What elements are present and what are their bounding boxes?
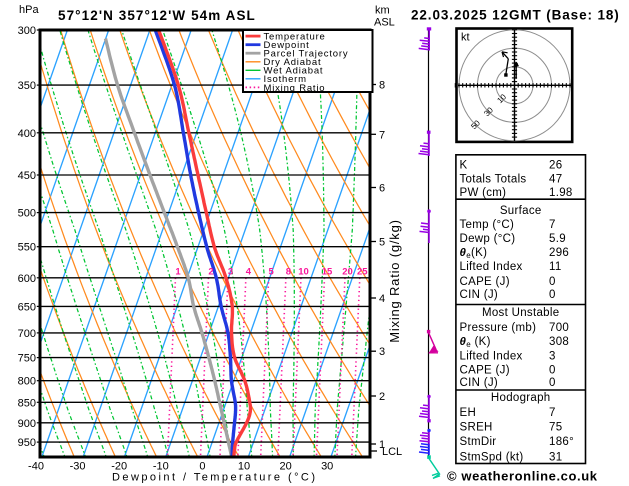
svg-text:Temp (°C): Temp (°C) [460, 219, 515, 231]
svg-text:3: 3 [379, 346, 385, 358]
svg-text:700: 700 [549, 322, 569, 334]
svg-text:0: 0 [549, 289, 556, 301]
svg-text:850: 850 [18, 397, 36, 409]
svg-text:300: 300 [18, 25, 36, 37]
svg-text:Dewp (°C): Dewp (°C) [460, 233, 516, 245]
svg-text:15: 15 [322, 267, 333, 278]
svg-text:5: 5 [379, 237, 385, 249]
svg-text:8: 8 [379, 80, 385, 92]
svg-text:400: 400 [18, 128, 36, 140]
svg-text:Mixing Ratio: Mixing Ratio [264, 83, 326, 94]
svg-text:Dry Adiabat: Dry Adiabat [264, 57, 322, 68]
svg-text:11: 11 [549, 261, 562, 273]
svg-text:1: 1 [175, 267, 181, 278]
svg-text:7: 7 [549, 219, 556, 231]
svg-text:-30: -30 [70, 461, 86, 473]
svg-text:7: 7 [549, 407, 556, 419]
svg-text:2: 2 [379, 391, 385, 403]
svg-text:0: 0 [549, 377, 556, 389]
svg-text:3: 3 [228, 267, 233, 278]
svg-text:0: 0 [199, 461, 205, 473]
svg-text:8: 8 [286, 267, 291, 278]
svg-text:K: K [460, 160, 468, 172]
svg-text:CIN (J): CIN (J) [460, 377, 499, 389]
svg-text:Totals Totals: Totals Totals [460, 174, 527, 186]
svg-text:5: 5 [269, 267, 275, 278]
svg-text:km: km [375, 5, 390, 17]
svg-text:600: 600 [18, 273, 36, 285]
svg-text:0: 0 [549, 276, 556, 288]
svg-text:CIN (J): CIN (J) [460, 289, 499, 301]
svg-text:CAPE (J): CAPE (J) [460, 276, 510, 288]
svg-text:PW (cm): PW (cm) [460, 187, 507, 199]
svg-text:1: 1 [379, 439, 385, 451]
svg-text:Pressure (mb): Pressure (mb) [460, 322, 537, 334]
svg-text:3: 3 [549, 351, 556, 363]
svg-text:26: 26 [549, 160, 562, 172]
svg-text:Surface: Surface [500, 205, 542, 217]
svg-text:Temperature: Temperature [264, 32, 326, 43]
svg-text:-40: -40 [28, 461, 44, 473]
svg-text:450: 450 [18, 170, 36, 182]
svg-text:47: 47 [549, 174, 562, 186]
svg-text:31: 31 [549, 451, 562, 463]
svg-text:EH: EH [460, 407, 477, 419]
svg-text:LCL: LCL [382, 446, 402, 458]
svg-text:Mixing Ratio (g/kg): Mixing Ratio (g/kg) [387, 219, 402, 343]
svg-text:20: 20 [279, 461, 291, 473]
svg-text:186°: 186° [549, 436, 574, 448]
svg-text:© weatheronline.co.uk: © weatheronline.co.uk [447, 469, 598, 484]
svg-text:Hodograph: Hodograph [491, 392, 551, 404]
svg-text:2: 2 [208, 267, 213, 278]
svg-text:SREH: SREH [460, 421, 493, 433]
svg-text:-10: -10 [153, 461, 169, 473]
svg-text:Lifted Index: Lifted Index [460, 351, 523, 363]
svg-text:30: 30 [321, 461, 333, 473]
svg-text:θe(K): θe(K) [460, 247, 488, 260]
svg-text:500: 500 [18, 208, 36, 220]
svg-text:Dewpoint: Dewpoint [264, 40, 310, 51]
svg-text:ASL: ASL [374, 17, 395, 29]
svg-text:Wet Adiabat: Wet Adiabat [264, 66, 324, 77]
svg-text:4: 4 [246, 267, 252, 278]
svg-text:308: 308 [549, 336, 569, 348]
svg-text:700: 700 [18, 328, 36, 340]
svg-text:Dewpoint / Temperature (°C): Dewpoint / Temperature (°C) [112, 472, 315, 484]
svg-text:550: 550 [18, 242, 36, 254]
svg-text:StmDir: StmDir [460, 436, 497, 448]
svg-text:650: 650 [18, 301, 36, 313]
svg-text:750: 750 [18, 353, 36, 365]
svg-text:75: 75 [549, 421, 562, 433]
svg-text:20: 20 [342, 267, 353, 278]
svg-text:800: 800 [18, 376, 36, 388]
svg-text:Lifted Index: Lifted Index [460, 261, 523, 273]
svg-text:296: 296 [549, 247, 569, 259]
svg-text:1.98: 1.98 [549, 187, 573, 199]
svg-text:Parcel Trajectory: Parcel Trajectory [264, 49, 349, 60]
svg-text:kt: kt [461, 32, 470, 44]
svg-text:6: 6 [379, 183, 385, 195]
svg-text:900: 900 [18, 418, 36, 430]
svg-text:Most Unstable: Most Unstable [482, 307, 559, 319]
svg-text:-20: -20 [111, 461, 127, 473]
svg-text:4: 4 [379, 293, 385, 305]
svg-text:StmSpd (kt): StmSpd (kt) [460, 451, 524, 463]
svg-text:10: 10 [298, 267, 309, 278]
svg-text:57°12'N 357°12'W 54m ASL: 57°12'N 357°12'W 54m ASL [58, 8, 255, 23]
svg-text:0: 0 [549, 365, 556, 377]
svg-text:22.03.2025 12GMT (Base: 18): 22.03.2025 12GMT (Base: 18) [411, 8, 619, 23]
svg-text:5.9: 5.9 [549, 233, 566, 245]
svg-text:10: 10 [238, 461, 250, 473]
svg-text:hPa: hPa [19, 4, 39, 16]
svg-text:7: 7 [379, 129, 385, 141]
svg-text:CAPE (J): CAPE (J) [460, 365, 510, 377]
svg-text:Isotherm: Isotherm [264, 74, 307, 85]
svg-text:950: 950 [18, 437, 36, 449]
svg-text:25: 25 [357, 267, 368, 278]
svg-text:θe (K): θe (K) [460, 336, 491, 349]
svg-text:350: 350 [18, 80, 36, 92]
